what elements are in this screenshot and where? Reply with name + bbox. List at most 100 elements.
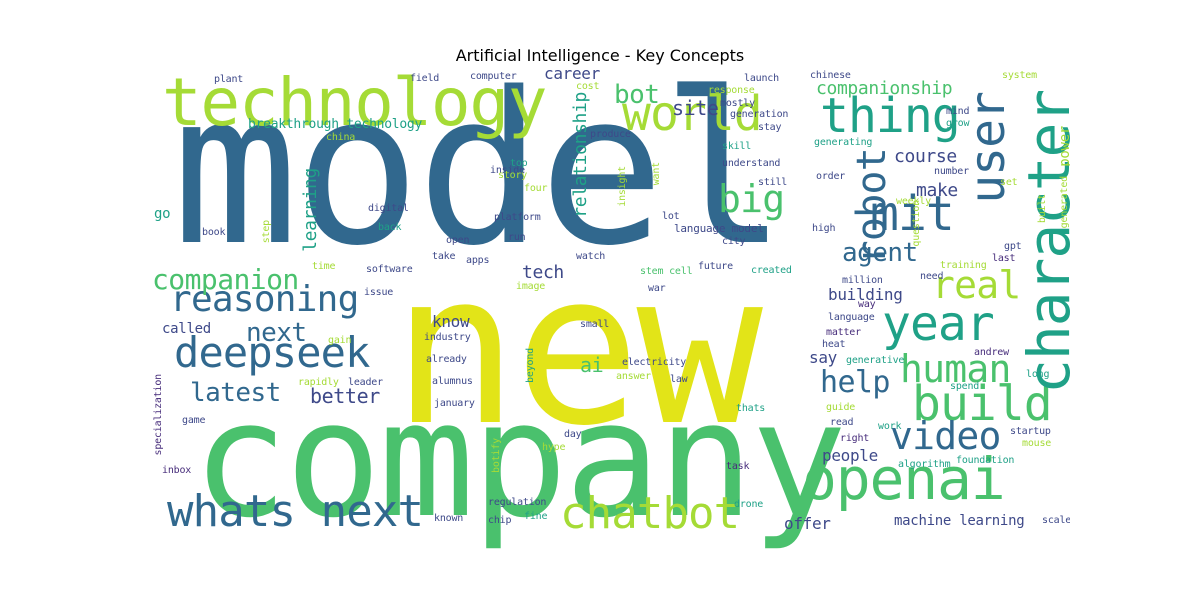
word-language: language	[828, 312, 875, 323]
word-companionship: companionship	[816, 78, 953, 99]
word-number: number	[934, 166, 969, 177]
word-gpt: gpt	[1004, 241, 1022, 252]
word-industry: industry	[424, 332, 471, 343]
word-day: day	[564, 429, 582, 440]
word-city: city	[722, 236, 746, 247]
word-generating: generating	[814, 137, 873, 148]
word-high: high	[812, 223, 836, 234]
word-fine: fine	[524, 511, 548, 522]
word-stay: stay	[758, 122, 782, 133]
word-generated: generated	[1059, 176, 1070, 229]
word-lot: lot	[662, 211, 680, 222]
word-january: january	[434, 398, 475, 409]
word-open: open	[446, 235, 470, 246]
word-chatbot: chatbot	[560, 488, 740, 539]
word-reasoning: reasoning	[170, 279, 359, 320]
word-chip: chip	[488, 515, 512, 526]
word-video: video	[890, 414, 1001, 458]
word-want: want	[651, 162, 662, 186]
word-companion: companion	[152, 263, 299, 296]
word-million: million	[842, 275, 883, 286]
word-system: system	[1002, 70, 1037, 81]
word-thats: thats	[736, 403, 766, 414]
word-step: step	[261, 220, 272, 244]
word-last: last	[992, 253, 1016, 264]
word-gain: gain	[328, 335, 352, 346]
word-long: long	[1026, 369, 1050, 380]
word-cost: cost	[576, 81, 600, 92]
word-rapidly: rapidly	[298, 377, 339, 388]
word-answer: answer	[616, 371, 651, 382]
word-bot: bot	[614, 80, 660, 110]
word-mit: mit	[870, 186, 955, 242]
word-back: back	[378, 222, 402, 233]
word-platform: platform	[494, 212, 541, 223]
word-big: big	[718, 177, 785, 221]
word-called: called	[162, 321, 211, 337]
word-new: new	[392, 227, 763, 472]
word-need: need	[920, 271, 944, 282]
word-site: site	[672, 96, 719, 120]
word-still: still	[758, 177, 788, 188]
word-next: next	[246, 318, 307, 348]
word-year: year	[882, 296, 995, 352]
word-mind: mind	[946, 106, 970, 117]
word-algorithm: algorithm	[898, 459, 951, 470]
word-andrew: andrew	[974, 347, 1009, 358]
word-help: help	[820, 365, 890, 400]
word-machine-learning: machine learning	[894, 513, 1025, 529]
word-china: china	[326, 132, 356, 143]
word-future: future	[698, 261, 733, 272]
word-apps: apps	[466, 255, 490, 266]
word-take: take	[432, 251, 456, 262]
word-relationship: relationship	[570, 92, 591, 218]
word-tech: tech	[522, 262, 564, 283]
word-war: war	[648, 283, 666, 294]
word-specialization: specialization	[153, 374, 164, 456]
word-know: know	[432, 312, 470, 331]
word-mouse: mouse	[1022, 438, 1052, 449]
word-watch: watch	[576, 251, 606, 262]
word-language-model: language model	[674, 222, 764, 235]
word-law: law	[670, 374, 688, 385]
word-grow: grow	[946, 118, 970, 129]
word-order: order	[816, 171, 846, 182]
word-game: game	[182, 415, 206, 426]
word-training: training	[940, 260, 987, 271]
word-learning: learning	[300, 168, 321, 252]
word-ai: ai	[580, 353, 604, 377]
word-heat: heat	[822, 339, 846, 350]
word-openai: openai	[802, 445, 1006, 513]
word-model: model	[172, 70, 787, 292]
word-technology: technology	[162, 70, 547, 141]
word-thing: thing	[820, 88, 961, 144]
word-right: right	[840, 433, 870, 444]
word-foundation: foundation	[956, 455, 1015, 466]
word-image: image	[516, 281, 546, 292]
word-cloud: model new company technology openai whats nex…	[152, 70, 1070, 550]
word-career: career	[544, 70, 600, 83]
word-spend: spend	[950, 381, 980, 392]
word-regulation: regulation	[488, 497, 547, 508]
word-electricity: electricity	[622, 357, 687, 368]
word-building: building	[828, 285, 903, 304]
page-title: Artificial Intelligence - Key Concepts	[455, 46, 745, 65]
word-plant: plant	[214, 74, 244, 85]
word-deepseek: deepseek	[174, 328, 370, 377]
word-startup: startup	[1010, 426, 1051, 437]
word-leader: leader	[348, 377, 383, 388]
word-skill: skill	[722, 141, 752, 152]
word-field: field	[410, 73, 440, 84]
word-launch: launch	[744, 73, 779, 84]
word-people: people	[822, 446, 878, 465]
word-say: say	[809, 348, 837, 367]
word-run: run	[508, 232, 526, 243]
word-produce: produce	[590, 129, 631, 140]
word-power: power	[1057, 126, 1070, 167]
word-set: set	[1000, 177, 1018, 188]
word-company: company	[192, 366, 847, 550]
word-way: way	[858, 299, 876, 310]
word-already: already	[426, 354, 467, 365]
word-drone: drone	[734, 499, 764, 510]
word-question: question	[911, 200, 922, 247]
